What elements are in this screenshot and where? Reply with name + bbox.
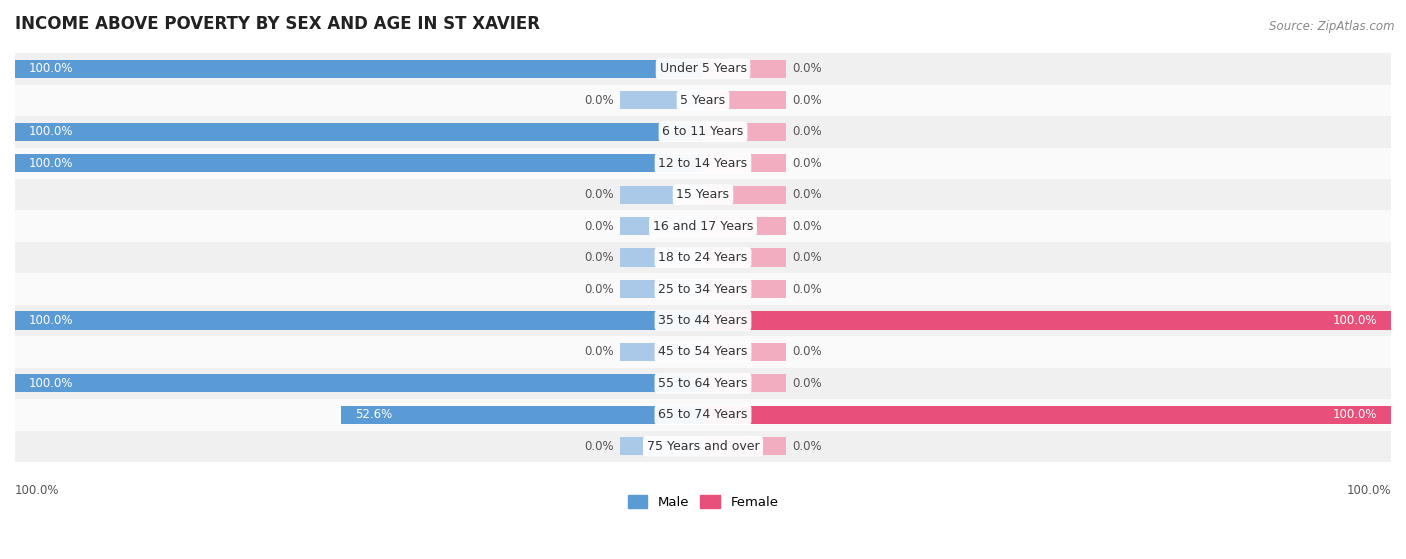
Bar: [15, 210, 1391, 242]
Bar: [15, 336, 1391, 368]
Text: 100.0%: 100.0%: [28, 125, 73, 138]
Text: 0.0%: 0.0%: [583, 251, 613, 264]
Text: 0.0%: 0.0%: [583, 188, 613, 201]
Text: 18 to 24 Years: 18 to 24 Years: [658, 251, 748, 264]
Text: 65 to 74 Years: 65 to 74 Years: [658, 408, 748, 421]
Bar: [703, 91, 786, 110]
Bar: [703, 280, 786, 298]
Text: 0.0%: 0.0%: [583, 94, 613, 107]
Bar: [15, 368, 1391, 399]
Text: 52.6%: 52.6%: [354, 408, 392, 421]
Text: 35 to 44 Years: 35 to 44 Years: [658, 314, 748, 327]
Text: 100.0%: 100.0%: [1333, 408, 1378, 421]
Text: 0.0%: 0.0%: [793, 188, 823, 201]
Bar: [15, 53, 1391, 84]
Text: 100.0%: 100.0%: [1347, 484, 1391, 497]
Bar: [620, 280, 703, 298]
Bar: [703, 186, 786, 204]
Bar: [15, 374, 703, 392]
Text: 12 to 14 Years: 12 to 14 Years: [658, 157, 748, 170]
Bar: [15, 399, 1391, 430]
Text: 25 to 34 Years: 25 to 34 Years: [658, 282, 748, 296]
Text: 100.0%: 100.0%: [1333, 314, 1378, 327]
Bar: [15, 242, 1391, 273]
Text: 0.0%: 0.0%: [793, 440, 823, 453]
Text: 0.0%: 0.0%: [583, 345, 613, 358]
Bar: [620, 91, 703, 110]
Text: 0.0%: 0.0%: [583, 282, 613, 296]
Text: 15 Years: 15 Years: [676, 188, 730, 201]
Text: 0.0%: 0.0%: [793, 377, 823, 390]
Text: 55 to 64 Years: 55 to 64 Years: [658, 377, 748, 390]
Bar: [620, 186, 703, 204]
Bar: [703, 406, 1391, 424]
Text: 100.0%: 100.0%: [28, 157, 73, 170]
Text: 0.0%: 0.0%: [793, 345, 823, 358]
Text: 0.0%: 0.0%: [793, 220, 823, 233]
Text: 16 and 17 Years: 16 and 17 Years: [652, 220, 754, 233]
Text: 45 to 54 Years: 45 to 54 Years: [658, 345, 748, 358]
Bar: [342, 406, 703, 424]
Bar: [620, 437, 703, 456]
Text: Under 5 Years: Under 5 Years: [659, 63, 747, 75]
Bar: [703, 122, 786, 141]
Text: 75 Years and over: 75 Years and over: [647, 440, 759, 453]
Text: 0.0%: 0.0%: [793, 125, 823, 138]
Bar: [620, 343, 703, 361]
Bar: [703, 437, 786, 456]
Bar: [703, 311, 1391, 330]
Text: Source: ZipAtlas.com: Source: ZipAtlas.com: [1270, 20, 1395, 32]
Text: 0.0%: 0.0%: [793, 94, 823, 107]
Legend: Male, Female: Male, Female: [623, 490, 783, 514]
Bar: [15, 84, 1391, 116]
Bar: [15, 305, 1391, 336]
Text: 100.0%: 100.0%: [28, 63, 73, 75]
Bar: [15, 154, 703, 172]
Text: 0.0%: 0.0%: [793, 282, 823, 296]
Bar: [15, 122, 703, 141]
Bar: [15, 273, 1391, 305]
Bar: [703, 248, 786, 267]
Bar: [15, 60, 703, 78]
Bar: [620, 217, 703, 235]
Bar: [703, 217, 786, 235]
Bar: [703, 374, 786, 392]
Text: 0.0%: 0.0%: [793, 251, 823, 264]
Bar: [620, 248, 703, 267]
Text: 0.0%: 0.0%: [793, 157, 823, 170]
Bar: [703, 60, 786, 78]
Text: 100.0%: 100.0%: [15, 484, 59, 497]
Text: 0.0%: 0.0%: [583, 440, 613, 453]
Bar: [15, 148, 1391, 179]
Text: INCOME ABOVE POVERTY BY SEX AND AGE IN ST XAVIER: INCOME ABOVE POVERTY BY SEX AND AGE IN S…: [15, 15, 540, 33]
Bar: [15, 430, 1391, 462]
Bar: [15, 311, 703, 330]
Text: 0.0%: 0.0%: [793, 63, 823, 75]
Text: 100.0%: 100.0%: [28, 377, 73, 390]
Text: 0.0%: 0.0%: [583, 220, 613, 233]
Bar: [15, 179, 1391, 210]
Text: 6 to 11 Years: 6 to 11 Years: [662, 125, 744, 138]
Bar: [703, 154, 786, 172]
Bar: [15, 116, 1391, 148]
Bar: [703, 343, 786, 361]
Text: 100.0%: 100.0%: [28, 314, 73, 327]
Text: 5 Years: 5 Years: [681, 94, 725, 107]
